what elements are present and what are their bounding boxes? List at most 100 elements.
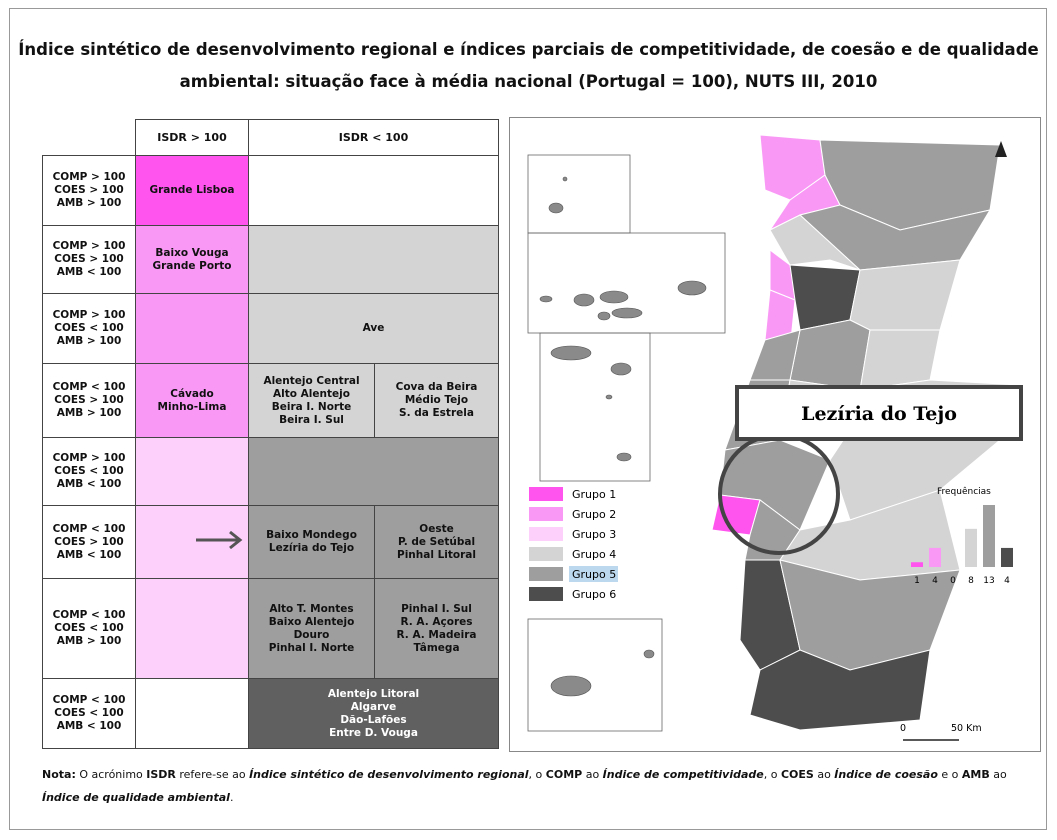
header-cell: ISDR > 100 bbox=[135, 119, 249, 156]
scale-label: 50 Km bbox=[951, 723, 982, 734]
legend: Grupo 1 Grupo 2 Grupo 3 Grupo 4 Grupo 5 Grupo… bbox=[529, 487, 618, 601]
cell-line: Médio Tejo bbox=[404, 394, 469, 406]
cell-line: COES < 100 bbox=[54, 707, 124, 719]
annotation: Lezíria do Tejo bbox=[801, 403, 957, 425]
histogram-label: 8 bbox=[968, 576, 974, 586]
cell-line: COES < 100 bbox=[54, 622, 124, 634]
note-text: , o bbox=[528, 768, 546, 781]
cell: Baixo Vouga Grande Porto bbox=[135, 225, 249, 294]
table-row: COMP < 100 COES > 100 AMB < 100 Baixo Monde… bbox=[42, 505, 499, 579]
cell-line: Alto T. Montes bbox=[269, 602, 354, 615]
histogram-label: 4 bbox=[932, 576, 938, 586]
header-cell bbox=[42, 119, 136, 156]
row-label: COMP < 100 COES > 100 AMB > 100 bbox=[42, 363, 136, 438]
cell-line: COES > 100 bbox=[54, 535, 124, 548]
cell: Ave bbox=[248, 293, 499, 364]
legend-label: Grupo 4 bbox=[572, 548, 616, 561]
cell: Pinhal I. Sul R. A. Açores R. A. Madeira Tâ… bbox=[374, 578, 499, 679]
cell-line: R. A. Açores bbox=[400, 615, 473, 628]
histogram-label: 13 bbox=[983, 576, 994, 586]
arrow bbox=[196, 530, 243, 550]
note-text: Nota: bbox=[42, 768, 76, 781]
table-row: COMP > 100 COES > 100 AMB > 100 Grande Lisb… bbox=[42, 155, 499, 226]
cell-line: COES > 100 bbox=[54, 253, 124, 265]
row-label: COMP < 100 COES > 100 AMB < 100 bbox=[42, 505, 136, 579]
histogram-bar bbox=[929, 547, 941, 567]
note-text: ao bbox=[989, 768, 1007, 781]
cell-line: AMB > 100 bbox=[56, 335, 122, 347]
cell: Cova da Beira Médio Tejo S. da Estrela bbox=[374, 363, 499, 438]
legend-label: Grupo 6 bbox=[572, 588, 616, 601]
legend-label: Grupo 1 bbox=[572, 488, 616, 501]
cell-line: Alentejo Litoral bbox=[327, 687, 420, 700]
note-text: ISDR bbox=[146, 768, 176, 781]
histogram-label: 1 bbox=[914, 576, 920, 586]
cell bbox=[248, 155, 499, 226]
cell-line: COMP > 100 bbox=[52, 309, 126, 321]
note-text: COES bbox=[780, 768, 814, 781]
islands bbox=[539, 176, 707, 697]
note-text: ao bbox=[813, 768, 835, 781]
cell-line: Pinhal Litoral bbox=[397, 548, 476, 561]
cell-line: COES < 100 bbox=[54, 322, 124, 334]
note-text: O acrónimo bbox=[75, 768, 147, 781]
cell-line: Grande Porto bbox=[152, 259, 232, 272]
cell-line: Cova da Beira bbox=[395, 381, 478, 393]
cell-line: COES > 100 bbox=[54, 394, 124, 406]
figure-title: Índice sintético de desenvolvimento regi… bbox=[0, 34, 1057, 98]
cell-line: S. da Estrela bbox=[399, 407, 474, 419]
histogram-title: Frequências bbox=[937, 486, 991, 497]
cell-line: Entre D. Vouga bbox=[329, 726, 418, 739]
cell-line: COMP < 100 bbox=[52, 381, 126, 393]
cell-line: Tâmega bbox=[413, 641, 460, 654]
header-cell: ISDR < 100 bbox=[248, 119, 499, 156]
histogram-bar bbox=[911, 562, 923, 567]
legend-highlight bbox=[569, 566, 618, 582]
row-label: COMP < 100 COES < 100 AMB > 100 bbox=[42, 578, 136, 679]
row-label: COMP > 100 COES > 100 AMB < 100 bbox=[42, 225, 136, 294]
cell-line: Algarve bbox=[350, 700, 397, 713]
legend-label: Grupo 5 bbox=[572, 568, 616, 581]
legend-swatch bbox=[529, 587, 563, 601]
figure-frame bbox=[9, 8, 1047, 830]
cell-line: Oeste bbox=[419, 522, 454, 535]
cell-line: Baixo Vouga bbox=[155, 246, 229, 259]
note-text: ao bbox=[582, 768, 603, 781]
cell: Alentejo Litoral Algarve Dão-Lafões Entre D… bbox=[248, 678, 499, 749]
cell-line: AMB > 100 bbox=[56, 407, 122, 419]
table-row: COMP > 100 COES < 100 AMB < 100 bbox=[42, 437, 499, 506]
histogram-bar bbox=[965, 528, 977, 567]
cell: Baixo Mondego Lezíria do Tejo bbox=[248, 505, 375, 579]
legend-swatch bbox=[529, 567, 563, 581]
cell-line: Baixo Mondego bbox=[266, 529, 357, 541]
table-row: COMP < 100 COES > 100 AMB > 100 Cávado Minho… bbox=[42, 363, 499, 438]
cell-line: Douro bbox=[293, 628, 330, 641]
row-label: COMP > 100 COES < 100 AMB < 100 bbox=[42, 437, 136, 506]
cell-line: Lezíria do Tejo bbox=[268, 542, 355, 554]
north-arrow bbox=[995, 141, 1007, 157]
note-text: , o bbox=[763, 768, 781, 781]
cell-line: Dão-Lafões bbox=[340, 713, 407, 726]
histogram-bar bbox=[1001, 547, 1013, 567]
cell-line: Grande Lisboa bbox=[149, 184, 235, 196]
row-label: COMP < 100 COES < 100 AMB < 100 bbox=[42, 678, 136, 749]
note: Nota: O acrónimo ISDR refere-se ao Índic… bbox=[42, 763, 1012, 809]
table-row: COMP > 100 COES > 100 AMB < 100 Baixo Vouga… bbox=[42, 225, 499, 294]
scale-label: 0 bbox=[900, 723, 906, 734]
cell-line: Cávado bbox=[170, 387, 214, 400]
cell-line: COMP < 100 bbox=[52, 522, 126, 535]
cell-line: P. de Setúbal bbox=[397, 535, 476, 548]
title-line: ambiental: situação face à média naciona… bbox=[179, 72, 878, 91]
legend-swatch bbox=[529, 487, 563, 501]
legend-label: Grupo 3 bbox=[572, 528, 616, 541]
note-text: COMP bbox=[545, 768, 583, 781]
note-text: refere-se ao bbox=[175, 768, 250, 781]
table-row: COMP > 100 COES < 100 AMB > 100 Ave bbox=[42, 293, 499, 364]
cell-line: AMB < 100 bbox=[56, 478, 122, 490]
note-text: AMB bbox=[961, 768, 990, 781]
row-label: COMP > 100 COES > 100 AMB > 100 bbox=[42, 155, 136, 226]
cell: Alto T. Montes Baixo Alentejo Douro Pinhal … bbox=[248, 578, 375, 679]
legend-swatch bbox=[529, 507, 563, 521]
annotation-box bbox=[735, 385, 1023, 441]
